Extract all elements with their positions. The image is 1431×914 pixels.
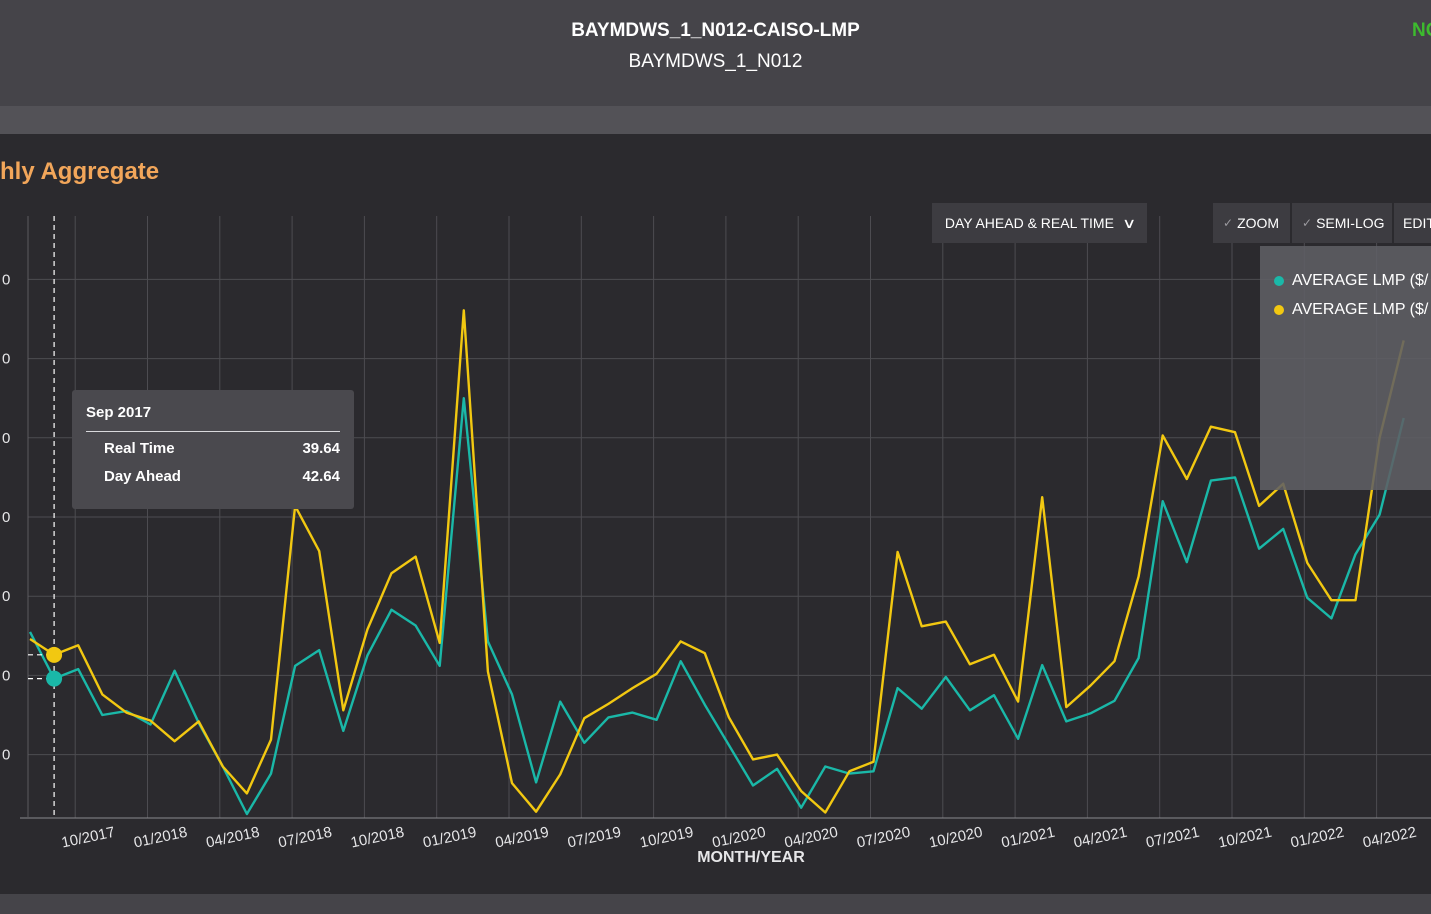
- y-tick-label: 0: [2, 351, 10, 368]
- x-tick-label: 10/2019: [638, 824, 695, 852]
- section-divider: [0, 106, 1431, 134]
- chart-legend: AVERAGE LMP ($/ AVERAGE LMP ($/: [1260, 246, 1431, 490]
- series-line-real_time: [28, 397, 1405, 816]
- chevron-down-icon: ∨: [1121, 214, 1137, 231]
- panel-title: hly Aggregate: [0, 158, 160, 185]
- tooltip-label: Day Ahead: [104, 468, 181, 485]
- header-bar: BAYMDWS_1_N012-CAISO-LMP BAYMDWS_1_N012 …: [0, 0, 1431, 106]
- legend-swatch: [1274, 276, 1284, 286]
- x-tick-label: 10/2017: [60, 824, 117, 852]
- x-tick-label: 01/2021: [1000, 824, 1057, 852]
- hover-tooltip: Sep 2017 Real Time 39.64 Day Ahead 42.64: [72, 390, 354, 509]
- mode-dropdown-label: DAY AHEAD & REAL TIME: [944, 215, 1114, 231]
- y-tick-labels: 0 0 0 0 0 0 0: [2, 271, 10, 763]
- x-tick-label: 07/2020: [855, 824, 912, 852]
- edit-button-label: EDIT: [1403, 215, 1431, 231]
- page-subtitle: BAYMDWS_1_N012: [628, 51, 803, 72]
- tooltip-row-day-ahead: Day Ahead 42.64: [104, 468, 340, 485]
- series-layer: [28, 309, 1405, 816]
- hover-point-day_ahead: [46, 646, 63, 663]
- x-tick-label: 01/2020: [711, 824, 768, 852]
- legend-label: AVERAGE LMP ($/: [1292, 301, 1429, 318]
- tooltip-date: Sep 2017: [86, 404, 152, 421]
- x-tick-label: 07/2019: [566, 824, 623, 852]
- mode-dropdown[interactable]: DAY AHEAD & REAL TIME ∨: [932, 203, 1147, 243]
- hover-markers: [28, 646, 63, 687]
- x-tick-label: 01/2018: [132, 824, 189, 852]
- x-tick-label: 10/2020: [928, 824, 985, 852]
- tooltip-divider: [86, 431, 340, 432]
- edit-button[interactable]: EDIT: [1394, 203, 1431, 243]
- zoom-button[interactable]: ✓ ZOOM: [1213, 203, 1290, 243]
- x-tick-label: 04/2019: [494, 824, 551, 852]
- y-tick-label: 0: [2, 667, 10, 684]
- x-tick-labels: 10/2017 01/2018 04/2018 07/2018 10/2018 01/20…: [60, 824, 1418, 852]
- tooltip-value: 42.64: [302, 468, 340, 485]
- x-tick-label: 01/2019: [421, 824, 478, 852]
- tooltip-label: Real Time: [104, 440, 175, 457]
- x-axis-title: MONTH/YEAR: [697, 849, 805, 866]
- y-tick-label: 0: [2, 430, 10, 447]
- x-tick-label: 07/2021: [1144, 824, 1201, 852]
- semi-log-button-label: SEMI-LOG: [1316, 215, 1385, 231]
- x-tick-label: 07/2018: [277, 824, 334, 852]
- legend-item-day-ahead[interactable]: AVERAGE LMP ($/: [1274, 301, 1428, 319]
- page-title: BAYMDWS_1_N012-CAISO-LMP: [571, 20, 860, 41]
- x-tick-label: 04/2018: [205, 824, 262, 852]
- status-text: NC: [1412, 20, 1431, 41]
- semi-log-button[interactable]: ✓ SEMI-LOG: [1292, 203, 1392, 243]
- check-icon: ✓: [1302, 216, 1313, 230]
- y-tick-label: 0: [2, 747, 10, 764]
- x-tick-label: 01/2022: [1289, 824, 1346, 852]
- y-tick-label: 0: [2, 509, 10, 526]
- zoom-button-label: ZOOM: [1237, 215, 1280, 231]
- y-tick-label: 0: [2, 588, 10, 605]
- x-tick-label: 04/2022: [1361, 824, 1418, 852]
- series-line-day_ahead: [29, 309, 1405, 814]
- legend-swatch: [1274, 305, 1284, 315]
- x-tick-label: 10/2018: [349, 824, 406, 852]
- tooltip-value: 39.64: [302, 440, 340, 457]
- y-tick-label: 0: [2, 271, 10, 288]
- check-icon: ✓: [1223, 216, 1234, 230]
- horizontal-gridlines: [28, 278, 1431, 756]
- hover-point-real_time: [46, 670, 63, 687]
- legend-item-real-time[interactable]: AVERAGE LMP ($/: [1274, 272, 1428, 290]
- x-tick-label: 04/2021: [1072, 824, 1129, 852]
- legend-label: AVERAGE LMP ($/: [1292, 272, 1429, 289]
- footer-band: [0, 894, 1431, 914]
- x-tick-label: 10/2021: [1217, 824, 1274, 852]
- x-tick-label: 04/2020: [783, 824, 840, 852]
- tooltip-row-real-time: Real Time 39.64: [104, 440, 340, 457]
